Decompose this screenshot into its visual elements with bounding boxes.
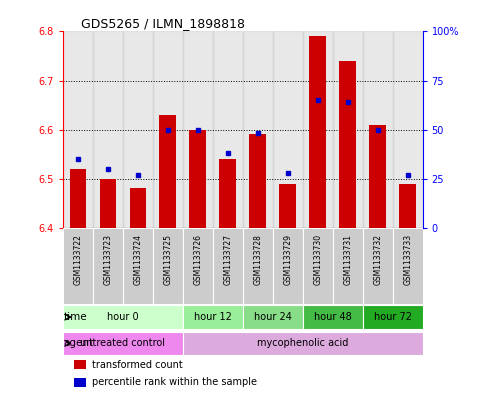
Text: GSM1133726: GSM1133726 xyxy=(193,234,202,285)
Bar xyxy=(63,31,93,228)
Bar xyxy=(340,61,356,228)
Bar xyxy=(363,305,423,329)
Bar xyxy=(63,332,183,355)
Bar xyxy=(393,228,423,304)
Bar xyxy=(93,228,123,304)
Text: GDS5265 / ILMN_1898818: GDS5265 / ILMN_1898818 xyxy=(81,17,245,30)
Text: GSM1133725: GSM1133725 xyxy=(163,234,172,285)
Text: hour 72: hour 72 xyxy=(374,312,412,322)
Bar xyxy=(99,179,116,228)
Bar xyxy=(333,31,363,228)
Text: hour 48: hour 48 xyxy=(314,312,352,322)
Text: GSM1133733: GSM1133733 xyxy=(403,234,412,285)
Bar xyxy=(189,130,206,228)
Text: mycophenolic acid: mycophenolic acid xyxy=(257,338,348,348)
Bar xyxy=(93,31,123,228)
Bar xyxy=(183,332,423,355)
Bar xyxy=(183,31,213,228)
Text: hour 24: hour 24 xyxy=(254,312,292,322)
Bar xyxy=(73,360,86,369)
Bar xyxy=(249,134,266,228)
Text: GSM1133732: GSM1133732 xyxy=(373,234,382,285)
Bar xyxy=(242,228,273,304)
Bar xyxy=(303,228,333,304)
Bar xyxy=(129,189,146,228)
Text: transformed count: transformed count xyxy=(92,360,182,369)
Text: GSM1133730: GSM1133730 xyxy=(313,234,322,285)
Text: hour 0: hour 0 xyxy=(107,312,139,322)
Bar xyxy=(369,125,386,228)
Bar xyxy=(213,228,242,304)
Bar xyxy=(393,31,423,228)
Text: percentile rank within the sample: percentile rank within the sample xyxy=(92,377,256,387)
Bar xyxy=(303,31,333,228)
Text: agent: agent xyxy=(63,338,94,348)
Bar xyxy=(242,31,273,228)
Bar xyxy=(70,169,86,228)
Text: untreated control: untreated control xyxy=(80,338,165,348)
Bar xyxy=(123,31,153,228)
Bar xyxy=(63,228,93,304)
Bar xyxy=(153,31,183,228)
Text: GSM1133729: GSM1133729 xyxy=(283,234,292,285)
Text: GSM1133731: GSM1133731 xyxy=(343,234,352,285)
Bar xyxy=(310,36,326,228)
Bar xyxy=(63,305,183,329)
Text: GSM1133727: GSM1133727 xyxy=(223,234,232,285)
Bar xyxy=(273,228,303,304)
Bar xyxy=(273,31,303,228)
Bar xyxy=(159,115,176,228)
Bar xyxy=(363,31,393,228)
Bar xyxy=(363,228,393,304)
Bar xyxy=(123,228,153,304)
Text: time: time xyxy=(63,312,87,322)
Bar xyxy=(183,305,243,329)
Text: hour 12: hour 12 xyxy=(194,312,232,322)
Bar xyxy=(399,184,416,228)
Bar xyxy=(242,305,303,329)
Bar xyxy=(73,378,86,387)
Bar xyxy=(280,184,296,228)
Bar xyxy=(213,31,242,228)
Bar xyxy=(153,228,183,304)
Text: GSM1133723: GSM1133723 xyxy=(103,234,112,285)
Bar xyxy=(333,228,363,304)
Bar xyxy=(303,305,363,329)
Bar xyxy=(183,228,213,304)
Text: GSM1133722: GSM1133722 xyxy=(73,234,82,285)
Text: GSM1133724: GSM1133724 xyxy=(133,234,142,285)
Text: GSM1133728: GSM1133728 xyxy=(253,234,262,285)
Bar xyxy=(219,159,236,228)
